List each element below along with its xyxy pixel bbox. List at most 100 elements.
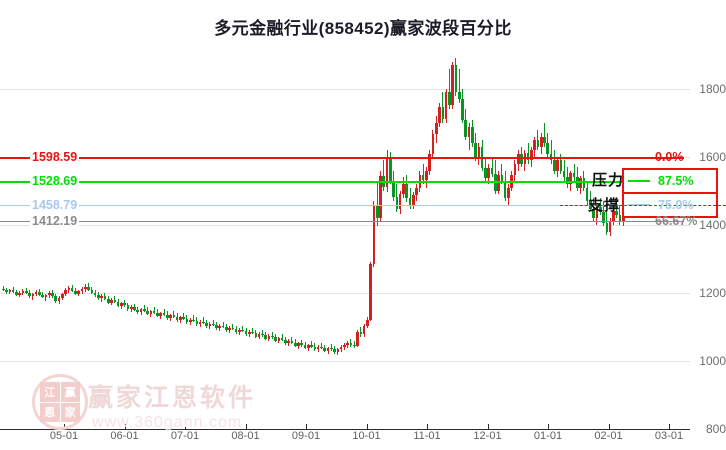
candle-body xyxy=(490,167,494,174)
candle-body xyxy=(507,187,510,198)
candle-body xyxy=(185,318,189,323)
level-percent-label[interactable]: 0.0% xyxy=(655,150,684,165)
plot-area: 1598.59 0.0% 1528.69 87.5% 1458.79 75.0% 1412.… xyxy=(0,55,726,430)
x-axis-tick-mark xyxy=(366,424,368,429)
candle-wick xyxy=(616,201,618,219)
candle-body xyxy=(451,65,454,106)
candle-body xyxy=(556,159,559,171)
candle-body xyxy=(592,208,595,219)
level-line xyxy=(0,181,684,184)
seal-char-4: 家 xyxy=(60,402,80,422)
candle-body xyxy=(100,296,103,299)
candle-body xyxy=(467,127,471,137)
candle-wick xyxy=(173,311,175,319)
candle-wick xyxy=(573,163,575,181)
candle-body xyxy=(503,180,507,198)
candle-wick xyxy=(544,123,545,147)
candle-body xyxy=(248,331,251,335)
candle-body xyxy=(375,205,379,219)
candle-wick xyxy=(281,334,283,342)
x-axis-tick-mark xyxy=(185,424,186,429)
candle-wick xyxy=(501,163,503,185)
candle-body xyxy=(549,153,553,161)
candle-body xyxy=(471,127,474,144)
candle-body xyxy=(251,331,254,334)
candle-body xyxy=(444,92,448,119)
candle-wick xyxy=(537,129,539,151)
candle-wick xyxy=(468,123,470,151)
candle-body xyxy=(166,314,169,319)
candle-body xyxy=(395,197,399,209)
candle-wick xyxy=(350,339,352,347)
candle-body xyxy=(225,327,228,331)
y-axis-tick-label: 1000 xyxy=(699,354,726,368)
gridline xyxy=(0,89,690,90)
candle-body xyxy=(159,313,163,316)
candle-body xyxy=(316,346,320,350)
level-price-label[interactable]: 1598.59 xyxy=(30,150,80,165)
candle-wick xyxy=(232,323,234,331)
level-percent-label[interactable]: 66.67% xyxy=(655,213,698,228)
candle-body xyxy=(553,160,556,171)
candle-body xyxy=(500,174,504,181)
candle-body xyxy=(572,173,576,178)
candle-body xyxy=(87,286,90,290)
x-axis-tick-label: 11-01 xyxy=(413,430,441,442)
candle-body xyxy=(336,349,340,353)
x-axis-tick-label: 03-01 xyxy=(654,430,684,442)
candle-body xyxy=(333,349,336,353)
candle-body xyxy=(372,205,376,265)
level-highlight-box[interactable] xyxy=(622,168,718,195)
candle-body xyxy=(116,301,120,306)
candle-body xyxy=(605,222,609,232)
candle-body xyxy=(343,345,346,348)
candle-body xyxy=(136,310,140,313)
candle-body xyxy=(454,65,458,93)
candle-body xyxy=(257,333,261,337)
candle-body xyxy=(392,180,395,198)
candle-body xyxy=(297,343,300,347)
candle-wick xyxy=(291,337,293,344)
candle-body xyxy=(448,92,451,106)
candle-body xyxy=(211,323,215,325)
candle-body xyxy=(566,177,569,185)
candle-body xyxy=(543,136,546,144)
candle-wick xyxy=(212,319,214,327)
candle-body xyxy=(300,343,304,346)
candle-body xyxy=(270,335,274,338)
watermark-seal-icon: 江 赢 恩 家 xyxy=(32,374,88,430)
candle-body xyxy=(8,289,12,293)
candle-body xyxy=(61,294,64,298)
candle-wick xyxy=(45,293,47,302)
candle-body xyxy=(379,175,382,219)
level-price-label[interactable]: 1528.69 xyxy=(30,174,80,189)
candle-body xyxy=(362,325,366,335)
candle-body xyxy=(123,303,126,306)
candle-body xyxy=(15,291,18,296)
level-price-label[interactable]: 1412.19 xyxy=(30,213,80,228)
candle-body xyxy=(182,317,185,319)
candle-body xyxy=(175,316,179,321)
level-percent-label[interactable]: 75.0% xyxy=(658,198,694,212)
annotation-support: 支撑 xyxy=(588,197,621,214)
candle-body xyxy=(274,337,277,341)
level-price-label[interactable]: 1458.79 xyxy=(30,198,80,212)
candle-body xyxy=(133,307,136,310)
watermark-brand: 赢家江恩软件 xyxy=(88,384,257,412)
gridline xyxy=(0,225,690,226)
candle-body xyxy=(369,264,372,320)
candle-body xyxy=(457,92,461,99)
candle-wick xyxy=(252,327,254,335)
candle-body xyxy=(487,167,491,179)
candle-body xyxy=(5,290,8,293)
candle-body xyxy=(156,312,159,316)
candle-body xyxy=(139,309,143,313)
chart-title: 多元金融行业(858452)赢家波段百分比 xyxy=(214,19,512,38)
x-axis-labels: 05-01 06-01 07-01 08-01 09-01 10-01 11-01 12-01… xyxy=(0,424,726,450)
candle-body xyxy=(215,324,218,329)
candle-body xyxy=(352,344,356,347)
level-percent-label[interactable]: 87.5% xyxy=(658,174,694,189)
x-axis-tick-mark xyxy=(124,424,126,429)
watermark-url: www.360gann.com xyxy=(92,414,243,431)
candle-wick xyxy=(32,293,34,300)
